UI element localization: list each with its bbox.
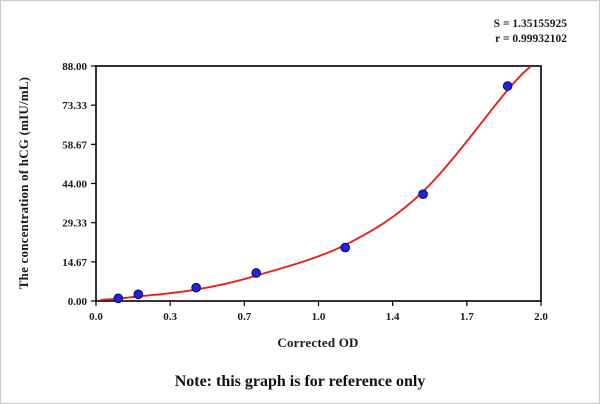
x-tick-label: 0.3	[163, 311, 177, 323]
data-point	[113, 293, 124, 304]
x-tick-label: 1.4	[386, 311, 400, 323]
x-tick-label: 1.7	[460, 311, 474, 323]
data-point	[340, 242, 351, 253]
y-tick-label: 14.67	[62, 257, 87, 269]
data-point	[502, 81, 513, 91]
y-tick-label: 58.67	[62, 139, 87, 151]
data-point	[191, 282, 201, 293]
y-tick-label: 0.00	[68, 296, 88, 308]
y-axis-label: The concentration of hCG (mIU/mL)	[16, 77, 31, 289]
x-tick-label: 1.0	[312, 311, 326, 323]
x-tick-label: 0.7	[237, 311, 251, 323]
stat-r-value: r = 0.99932102	[495, 33, 567, 45]
data-point	[251, 268, 261, 278]
stat-s-value: S = 1.35155925	[494, 18, 568, 30]
reference-note: Note: this graph is for reference only	[174, 373, 426, 390]
y-tick-label: 88.00	[62, 61, 87, 73]
fit-curve	[100, 66, 532, 301]
y-tick-label: 29.33	[62, 218, 87, 230]
x-tick-label: 2.0	[534, 311, 548, 323]
y-tick-label: 73.33	[62, 100, 87, 112]
plot-border	[95, 65, 542, 302]
x-axis-label: Corrected OD	[277, 335, 358, 350]
x-tick-label: 0.0	[89, 311, 103, 323]
chart-svg: S = 1.35155925 r = 0.99932102 0.0 0.3 0.7 1…	[16, 18, 568, 350]
y-tick-label: 44.00	[62, 179, 87, 191]
data-point	[133, 289, 144, 300]
data-point	[418, 189, 428, 199]
plot-content: 0.0 0.3 0.7 1.0 1.4 1.7 2.0 0.00 14.67 29.33 44.00…	[62, 61, 548, 323]
